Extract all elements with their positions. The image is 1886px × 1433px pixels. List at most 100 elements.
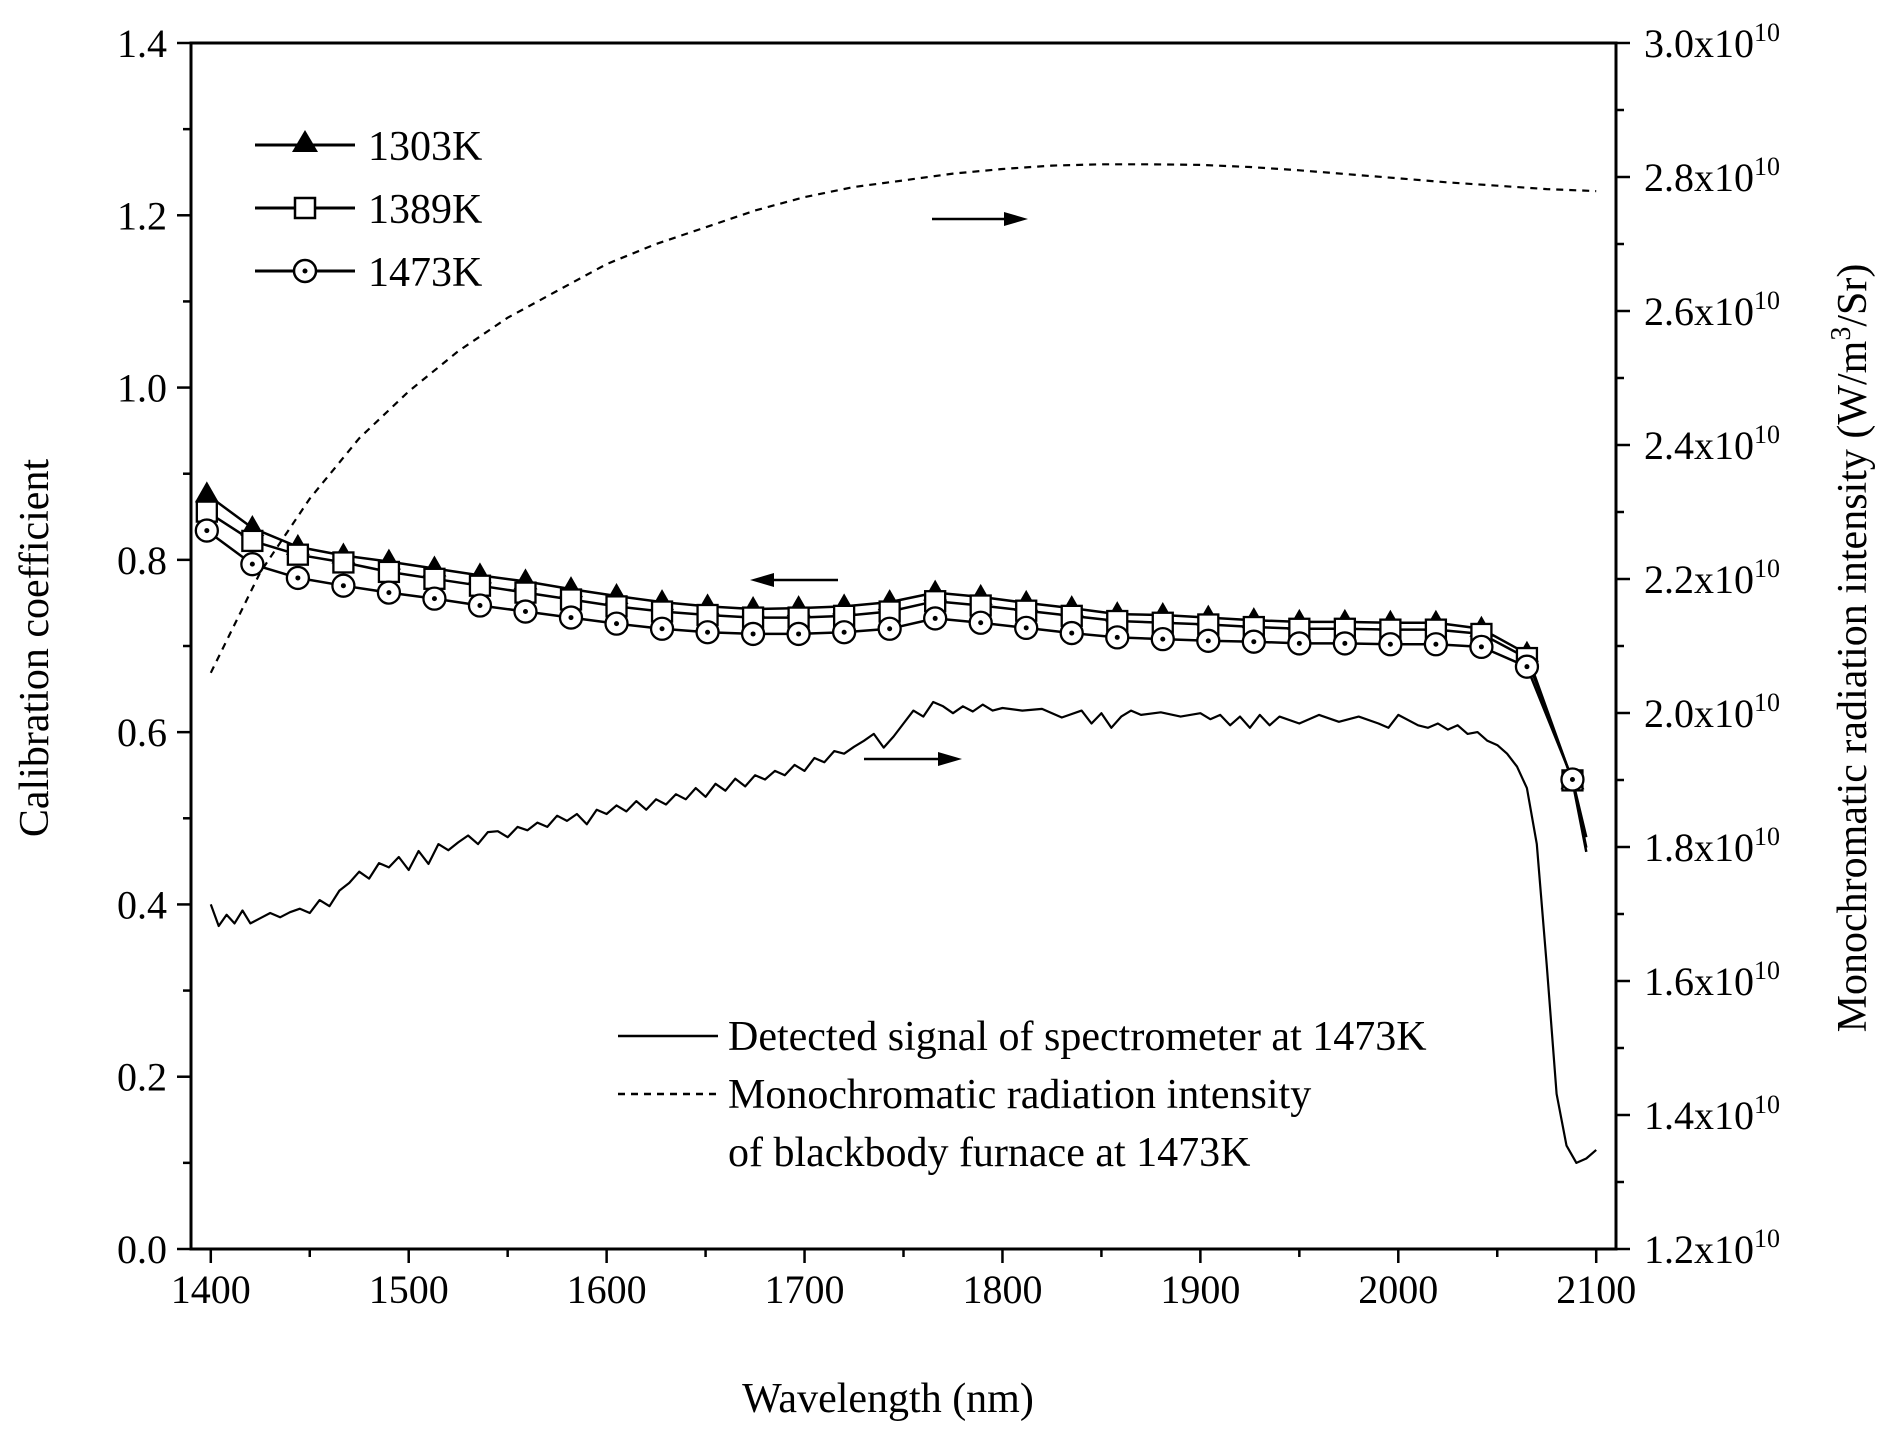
x-tick-label: 1800 bbox=[962, 1267, 1042, 1312]
y-axis-right: 1.2x10101.4x10101.6x10101.8x10102.0x1010… bbox=[1616, 18, 1780, 1272]
data-point-center-1473k bbox=[1205, 638, 1211, 644]
arrow-head-middle bbox=[750, 573, 774, 587]
x-axis-title: Wavelength (nm) bbox=[742, 1376, 1034, 1422]
y-right-tick-mantissa: 2.4x10 bbox=[1644, 423, 1754, 468]
legend-item-1303k: 1303K bbox=[255, 124, 482, 170]
data-point-center-1473k bbox=[1296, 640, 1302, 646]
legend-label-blackbody-intensity-line1: Monochromatic radiation intensity bbox=[728, 1072, 1311, 1118]
y-right-tick-label: 1.2x1010 bbox=[1644, 1224, 1780, 1272]
arrow-right-to-intensity-axis bbox=[932, 212, 1028, 226]
data-point-center-1473k bbox=[1251, 639, 1257, 645]
y-left-tick-label: 0.8 bbox=[117, 538, 167, 583]
y-left-tick-label: 0.4 bbox=[117, 882, 167, 927]
data-point-center-1473k bbox=[1478, 644, 1484, 650]
arrow-head-top bbox=[1004, 212, 1028, 226]
x-tick-label: 2100 bbox=[1556, 1267, 1636, 1312]
data-point-1389k bbox=[286, 543, 310, 566]
data-point-1303k bbox=[194, 481, 219, 503]
data-point-center-1473k bbox=[204, 528, 210, 534]
legend-label-1389k: 1389K bbox=[368, 187, 482, 233]
y-right-tick-exponent: 10 bbox=[1754, 956, 1780, 985]
data-point-center-1473k bbox=[1114, 634, 1120, 640]
y-axis-right-title-suffix: /Sr) bbox=[1830, 264, 1876, 327]
y-right-tick-exponent: 10 bbox=[1754, 1224, 1780, 1253]
data-point-center-1473k bbox=[659, 626, 665, 632]
y-right-tick-label: 1.4x1010 bbox=[1644, 1090, 1780, 1138]
y-right-tick-exponent: 10 bbox=[1754, 1090, 1780, 1119]
data-point-center-1473k bbox=[295, 575, 301, 581]
y-right-tick-label: 3.0x1010 bbox=[1644, 18, 1780, 66]
data-point-1389k bbox=[423, 567, 446, 590]
arrow-head-bottom bbox=[938, 752, 962, 766]
x-tick-label: 1900 bbox=[1160, 1267, 1240, 1312]
data-point-center-1473k bbox=[932, 615, 938, 621]
legend-item-1389k: 1389K bbox=[255, 187, 482, 233]
legend-label-1473k: 1473K bbox=[368, 250, 482, 296]
data-point-center-1473k bbox=[1069, 630, 1075, 636]
y-right-tick-exponent: 10 bbox=[1754, 822, 1780, 851]
data-point-center-1473k bbox=[1433, 641, 1439, 647]
y-right-tick-exponent: 10 bbox=[1754, 152, 1780, 181]
y-right-tick-exponent: 10 bbox=[1754, 554, 1780, 583]
y-right-tick-label: 2.2x1010 bbox=[1644, 554, 1780, 602]
legend-marker-1389k bbox=[293, 196, 317, 220]
data-point-center-1473k bbox=[1569, 777, 1575, 783]
legend-marker-1473k-dot bbox=[302, 268, 308, 274]
y-axis-right-title-sup: 3 bbox=[1826, 327, 1857, 341]
y-right-tick-label: 2.8x1010 bbox=[1644, 152, 1780, 200]
y-right-tick-label: 1.6x1010 bbox=[1644, 956, 1780, 1004]
x-tick-label: 2000 bbox=[1358, 1267, 1438, 1312]
data-point-center-1473k bbox=[750, 631, 756, 637]
data-point-center-1473k bbox=[568, 615, 574, 621]
data-point-center-1473k bbox=[340, 583, 346, 589]
legend-bottom: Detected signal of spectrometer at 1473K… bbox=[618, 1014, 1427, 1176]
y-right-tick-mantissa: 1.8x10 bbox=[1644, 825, 1754, 870]
y-right-tick-mantissa: 3.0x10 bbox=[1644, 21, 1754, 66]
x-tick-label: 1500 bbox=[369, 1267, 449, 1312]
y-left-tick-label: 1.4 bbox=[117, 21, 167, 66]
y-right-tick-mantissa: 1.4x10 bbox=[1644, 1093, 1754, 1138]
y-right-tick-exponent: 10 bbox=[1754, 420, 1780, 449]
annotation-arrows bbox=[750, 212, 1028, 766]
y-right-tick-mantissa: 1.2x10 bbox=[1644, 1227, 1754, 1272]
data-point-center-1473k bbox=[1023, 625, 1029, 631]
y-left-tick-label: 0.6 bbox=[117, 710, 167, 755]
arrow-right-to-signal-axis bbox=[864, 752, 962, 766]
y-right-tick-mantissa: 1.6x10 bbox=[1644, 959, 1754, 1004]
y-left-tick-label: 1.0 bbox=[117, 366, 167, 411]
x-tick-label: 1700 bbox=[765, 1267, 845, 1312]
y-right-tick-label: 1.8x1010 bbox=[1644, 822, 1780, 870]
data-point-center-1473k bbox=[705, 629, 711, 635]
y-axis-right-title: Monochromatic radiation intensity (W/m3/… bbox=[1826, 264, 1876, 1033]
data-point-center-1473k bbox=[1524, 664, 1530, 670]
y-left-tick-label: 1.2 bbox=[117, 193, 167, 238]
y-right-tick-mantissa: 2.8x10 bbox=[1644, 155, 1754, 200]
y-right-tick-mantissa: 2.2x10 bbox=[1644, 557, 1754, 602]
x-tick-label: 1600 bbox=[567, 1267, 647, 1312]
data-point-center-1473k bbox=[249, 561, 255, 567]
data-point-center-1473k bbox=[1342, 640, 1348, 646]
y-axis-right-title-prefix: Monochromatic radiation intensity (W/m bbox=[1830, 340, 1876, 1032]
data-point-center-1473k bbox=[978, 620, 984, 626]
y-axis-left-title: Calibration coefficient bbox=[12, 459, 58, 838]
x-tick-label: 1400 bbox=[171, 1267, 251, 1312]
y-right-tick-label: 2.0x1010 bbox=[1644, 688, 1780, 736]
legend-label-blackbody-intensity-line2: of blackbody furnace at 1473K bbox=[728, 1130, 1250, 1176]
y-left-tick-label: 0.0 bbox=[117, 1227, 167, 1272]
data-point-center-1473k bbox=[1160, 636, 1166, 642]
legend-top-left: 1303K 1389K 1473K bbox=[255, 124, 482, 296]
legend-item-1473k: 1473K bbox=[255, 250, 482, 296]
data-point-center-1473k bbox=[477, 603, 483, 609]
data-point-1389k bbox=[468, 574, 492, 597]
y-right-tick-exponent: 10 bbox=[1754, 18, 1780, 47]
data-point-center-1473k bbox=[386, 590, 392, 596]
data-point-center-1473k bbox=[1387, 641, 1393, 647]
y-right-tick-mantissa: 2.6x10 bbox=[1644, 289, 1754, 334]
data-point-center-1473k bbox=[522, 609, 528, 615]
data-point-1389k bbox=[332, 551, 355, 574]
data-point-1389k bbox=[241, 529, 264, 553]
series-markers bbox=[194, 481, 1585, 792]
data-point-1389k bbox=[377, 560, 401, 584]
